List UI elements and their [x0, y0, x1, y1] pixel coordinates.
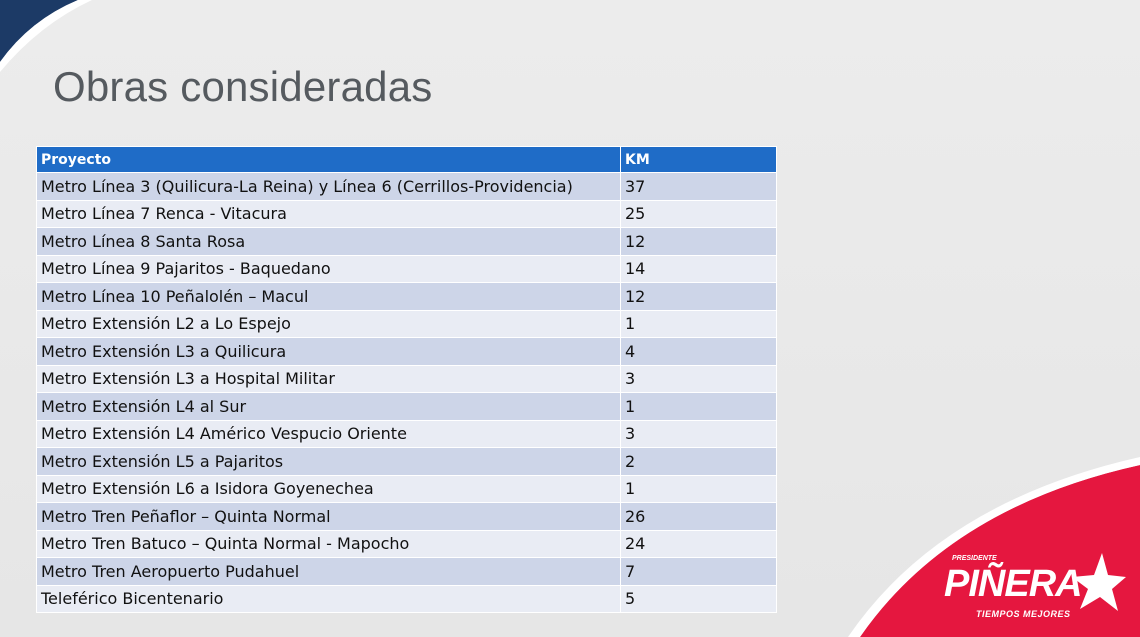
project-name-cell: Metro Línea 9 Pajaritos - Baquedano [36, 254, 621, 283]
project-name-cell: Metro Tren Peñaflor – Quinta Normal [36, 502, 621, 531]
projects-table: Proyecto KM Metro Línea 3 (Quilicura-La … [36, 146, 777, 613]
table-row: Metro Línea 10 Peñalolén – Macul 12 [36, 282, 777, 311]
km-value-cell: 7 [620, 557, 777, 586]
corner-decoration-top-left [0, 0, 92, 72]
project-name-cell: Metro Extensión L2 a Lo Espejo [36, 309, 621, 338]
table-row: Metro Línea 8 Santa Rosa 12 [36, 227, 777, 256]
table-row: Metro Extensión L4 Américo Vespucio Orie… [36, 419, 777, 448]
km-value-cell: 2 [620, 447, 777, 476]
project-name-cell: Metro Tren Aeropuerto Pudahuel [36, 557, 621, 586]
project-name-cell: Metro Tren Batuco – Quinta Normal - Mapo… [36, 529, 621, 558]
km-value-cell: 1 [620, 474, 777, 503]
table-row: Metro Línea 9 Pajaritos - Baquedano 14 [36, 254, 777, 283]
table-row: Metro Extensión L4 al Sur 1 [36, 392, 777, 421]
table-row: Metro Tren Batuco – Quinta Normal - Mapo… [36, 529, 777, 558]
project-name-cell: Teleférico Bicentenario [36, 584, 621, 613]
project-name-cell: Metro Línea 8 Santa Rosa [36, 227, 621, 256]
project-name-cell: Metro Extensión L6 a Isidora Goyenechea [36, 474, 621, 503]
km-value-cell: 3 [620, 419, 777, 448]
project-name-cell: Metro Línea 7 Renca - Vitacura [36, 199, 621, 228]
star-icon [1072, 553, 1126, 611]
km-value-cell: 12 [620, 282, 777, 311]
km-value-cell: 26 [620, 502, 777, 531]
km-value-cell: 12 [620, 227, 777, 256]
table-row: Metro Línea 3 (Quilicura-La Reina) y Lín… [36, 172, 777, 201]
table-row: Metro Extensión L3 a Quilicura 4 [36, 337, 777, 366]
table-row: Metro Extensión L6 a Isidora Goyenechea 1 [36, 474, 777, 503]
table-row: Metro Línea 7 Renca - Vitacura 25 [36, 199, 777, 228]
km-value-cell: 4 [620, 337, 777, 366]
project-name-cell: Metro Extensión L4 al Sur [36, 392, 621, 421]
km-value-cell: 3 [620, 364, 777, 393]
km-value-cell: 1 [620, 309, 777, 338]
project-name-cell: Metro Extensión L3 a Quilicura [36, 337, 621, 366]
project-name-cell: Metro Línea 10 Peñalolén – Macul [36, 282, 621, 311]
km-value-cell: 24 [620, 529, 777, 558]
project-name-cell: Metro Extensión L5 a Pajaritos [36, 447, 621, 476]
km-value-cell: 1 [620, 392, 777, 421]
km-value-cell: 37 [620, 172, 777, 201]
logo-top-text: PRESIDENTE [952, 555, 997, 562]
table-row: Metro Extensión L2 a Lo Espejo 1 [36, 309, 777, 338]
logo-word: PIÑERA [944, 563, 1083, 605]
project-name-cell: Metro Extensión L3 a Hospital Militar [36, 364, 621, 393]
table-row: Teleférico Bicentenario 5 [36, 584, 777, 613]
km-value-cell: 25 [620, 199, 777, 228]
project-name-cell: Metro Línea 3 (Quilicura-La Reina) y Lín… [36, 172, 621, 201]
table-row: Metro Tren Aeropuerto Pudahuel 7 [36, 557, 777, 586]
table-row: Metro Extensión L5 a Pajaritos 2 [36, 447, 777, 476]
km-value-cell: 5 [620, 584, 777, 613]
logo-bottom-text: TIEMPOS MEJORES [976, 609, 1071, 619]
pinera-logo: PRESIDENTE PIÑERA TIEMPOS MEJORES [944, 551, 1134, 631]
slide-title: Obras consideradas [53, 63, 433, 110]
table-header-row: Proyecto KM [36, 146, 777, 173]
table-row: Metro Tren Peñaflor – Quinta Normal 26 [36, 502, 777, 531]
corner-decoration-bottom-right [848, 457, 1140, 637]
header-km: KM [620, 146, 777, 173]
km-value-cell: 14 [620, 254, 777, 283]
table-row: Metro Extensión L3 a Hospital Militar 3 [36, 364, 777, 393]
header-proyecto: Proyecto [36, 146, 621, 173]
project-name-cell: Metro Extensión L4 Américo Vespucio Orie… [36, 419, 621, 448]
